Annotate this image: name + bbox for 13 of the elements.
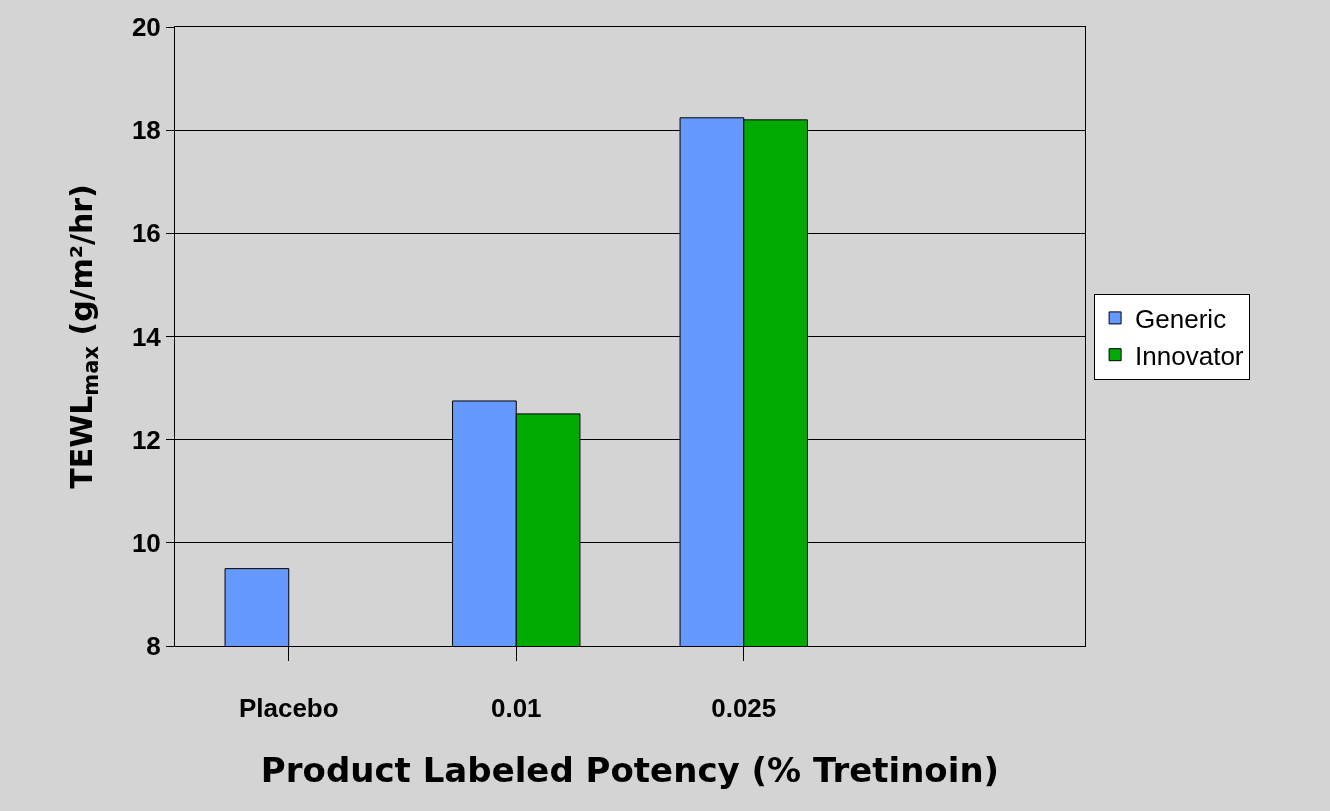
x-tick-label: 0.01 <box>490 693 542 724</box>
x-tick-label: 0.025 <box>711 693 777 724</box>
y-tick-label: 16 <box>131 218 161 249</box>
y-tick-label: 10 <box>131 527 161 558</box>
y-tick-label: 14 <box>131 321 162 352</box>
y-tick-label: 20 <box>131 12 161 43</box>
legend-label: Generic <box>1135 304 1227 335</box>
x-axis-title: Product Labeled Potency (% Tretinoin) <box>260 749 1000 790</box>
y-tick-label: 18 <box>131 115 161 146</box>
legend-label: Innovator <box>1135 340 1244 371</box>
y-tick-label: 8 <box>146 631 161 662</box>
x-tick-label: Placebo <box>238 693 339 724</box>
y-tick-label: 12 <box>131 424 161 455</box>
